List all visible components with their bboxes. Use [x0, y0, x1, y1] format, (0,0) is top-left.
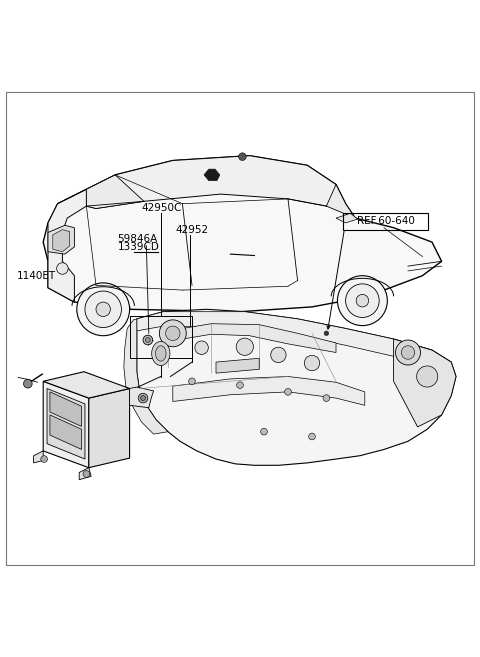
- Circle shape: [401, 346, 415, 359]
- Text: 59846A: 59846A: [118, 234, 158, 244]
- Circle shape: [346, 284, 379, 317]
- Circle shape: [337, 276, 387, 326]
- Circle shape: [237, 382, 243, 388]
- Circle shape: [83, 470, 90, 477]
- Polygon shape: [173, 376, 365, 405]
- Polygon shape: [204, 169, 220, 181]
- Polygon shape: [50, 392, 82, 426]
- Polygon shape: [130, 387, 154, 408]
- Ellipse shape: [152, 342, 170, 365]
- Circle shape: [417, 366, 438, 387]
- Polygon shape: [43, 372, 130, 398]
- Ellipse shape: [156, 346, 166, 361]
- Circle shape: [138, 394, 148, 403]
- Circle shape: [261, 428, 267, 435]
- Circle shape: [195, 341, 208, 354]
- Circle shape: [141, 396, 145, 401]
- Polygon shape: [137, 309, 456, 465]
- Circle shape: [323, 395, 330, 401]
- Circle shape: [356, 294, 369, 307]
- Polygon shape: [216, 358, 259, 373]
- Text: 42952: 42952: [175, 225, 208, 235]
- Text: REF.60-640: REF.60-640: [357, 216, 414, 227]
- Circle shape: [143, 335, 153, 345]
- Circle shape: [77, 283, 130, 336]
- Polygon shape: [394, 339, 456, 427]
- Text: 42950C: 42950C: [142, 203, 182, 214]
- Circle shape: [159, 320, 186, 347]
- Circle shape: [96, 302, 110, 317]
- Polygon shape: [124, 319, 168, 434]
- Circle shape: [41, 456, 48, 463]
- Polygon shape: [48, 189, 86, 302]
- Polygon shape: [86, 156, 346, 208]
- Circle shape: [189, 378, 195, 384]
- Polygon shape: [326, 185, 355, 218]
- Circle shape: [396, 340, 420, 365]
- Circle shape: [309, 433, 315, 440]
- Circle shape: [304, 355, 320, 371]
- Polygon shape: [53, 229, 70, 252]
- Text: 1140ET: 1140ET: [17, 271, 57, 281]
- Text: 1339CD: 1339CD: [118, 242, 159, 252]
- Circle shape: [236, 338, 253, 355]
- Polygon shape: [43, 156, 442, 311]
- Polygon shape: [137, 311, 451, 367]
- Polygon shape: [47, 388, 85, 459]
- Polygon shape: [86, 175, 144, 208]
- Polygon shape: [89, 388, 130, 468]
- Polygon shape: [34, 451, 43, 463]
- Polygon shape: [50, 415, 82, 449]
- Circle shape: [271, 347, 286, 363]
- Circle shape: [239, 153, 246, 160]
- Circle shape: [324, 331, 329, 336]
- Polygon shape: [182, 324, 336, 353]
- Circle shape: [85, 291, 121, 328]
- Polygon shape: [336, 214, 358, 223]
- Circle shape: [57, 263, 68, 274]
- Circle shape: [166, 326, 180, 340]
- Polygon shape: [43, 381, 89, 468]
- Circle shape: [24, 379, 32, 388]
- Polygon shape: [48, 225, 74, 254]
- Polygon shape: [79, 468, 91, 480]
- Circle shape: [145, 338, 150, 342]
- Circle shape: [285, 388, 291, 396]
